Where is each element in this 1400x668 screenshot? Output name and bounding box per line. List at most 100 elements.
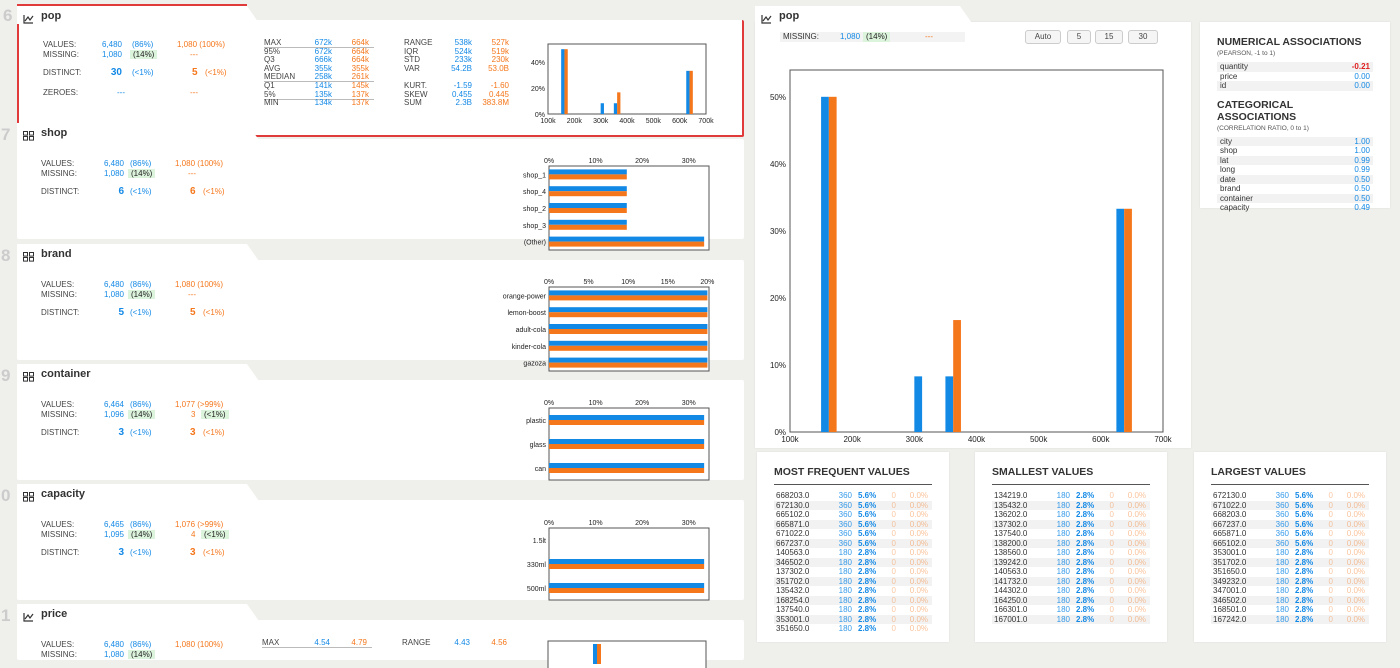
column-header-pop[interactable]: pop [17, 4, 261, 26]
freq-row: 671022.0 360 5.6% 0 0.0% [1211, 500, 1369, 510]
freq-row: 166301.0 180 2.8% 0 0.0% [992, 605, 1150, 615]
stat-value: -1.59 [453, 81, 472, 90]
assoc-name: city [1220, 136, 1232, 146]
column-header-capacity[interactable]: capacity [17, 484, 261, 504]
distinct-count: 3 [118, 427, 124, 438]
freq-value: 168254.0 [776, 595, 810, 605]
column-header-container[interactable]: container [17, 364, 261, 384]
x-tick-label: 10% [589, 158, 603, 165]
categorical-assoc-table: city 1.00 shop 1.00 lat 0.99 long 0.99 date 0.50 b… [1217, 136, 1373, 213]
bar [549, 444, 705, 449]
freq-pct: 5.6% [858, 500, 877, 510]
bar [549, 174, 627, 180]
bins-button-auto[interactable]: Auto [1025, 30, 1061, 44]
freq-row: 351702.0 180 2.8% 0 0.0% [774, 576, 932, 586]
freq-cmp-count: 0 [891, 595, 896, 605]
category-label: 500ml [527, 586, 547, 593]
values-label: VALUES: [41, 640, 75, 649]
freq-pct: 2.8% [1295, 605, 1314, 614]
bar [549, 463, 705, 468]
column-header-shop[interactable]: shop [17, 123, 261, 143]
freq-cmp-count: 0 [1328, 500, 1333, 510]
freq-cmp-pct: 0.0% [1346, 605, 1365, 614]
freq-pct: 2.8% [1076, 576, 1095, 586]
detail-missing-row: MISSING: 1,080 (14%) --- [780, 32, 965, 42]
stat-cmp: -1.60 [490, 81, 509, 90]
freq-cmp-count: 0 [891, 614, 896, 624]
x-tick-label: 30% [682, 158, 696, 165]
freq-cmp-pct: 0.0% [1346, 576, 1365, 586]
cmp-distinct: 3 [190, 427, 196, 438]
freq-row: 138560.0 180 2.8% 0 0.0% [992, 548, 1150, 558]
freq-cmp-pct: 0.0% [1346, 500, 1365, 510]
cmp-distinct: 5 [190, 307, 196, 318]
bar [549, 169, 627, 175]
freq-cmp-count: 0 [1109, 576, 1114, 586]
freq-value: 346502.0 [776, 557, 810, 567]
freq-count: 180 [1275, 548, 1289, 557]
freq-table: 668203.0 360 5.6% 0 0.0% 672130.0 360 5.6% 0 0.0%… [774, 491, 932, 634]
stat-cmp: 355k [351, 63, 369, 73]
freq-count: 180 [1056, 595, 1070, 605]
stat-value: 4.54 [314, 638, 330, 647]
freq-row: 351650.0 180 2.8% 0 0.0% [774, 624, 932, 634]
missing-pct: (14%) [128, 169, 156, 178]
stat-label: Q3 [264, 55, 275, 65]
distinct-label: DISTINCT: [41, 548, 80, 557]
assoc-name: quantity [1220, 62, 1249, 71]
freq-panel-title: SMALLEST VALUES [992, 466, 1150, 485]
detail-missing-count: 1,080 [840, 32, 861, 41]
freq-count: 180 [838, 624, 852, 633]
column-index: 6 [3, 6, 13, 25]
freq-cmp-pct: 0.0% [909, 538, 928, 548]
freq-cmp-pct: 0.0% [1127, 500, 1146, 510]
freq-count: 360 [838, 510, 852, 519]
bins-button-30[interactable]: 30 [1128, 30, 1158, 44]
freq-value: 668203.0 [1213, 510, 1247, 519]
stat-label: AVG [264, 63, 281, 73]
freq-value: 168501.0 [1213, 605, 1247, 614]
freq-cmp-pct: 0.0% [1127, 595, 1146, 605]
column-header-price[interactable]: price [17, 604, 261, 624]
freq-pct: 2.8% [1076, 500, 1095, 510]
bins-button-15[interactable]: 15 [1095, 30, 1123, 44]
bar [821, 96, 829, 432]
freq-cmp-count: 0 [1109, 567, 1114, 576]
assoc-name: lat [1220, 155, 1229, 165]
pop-detail-chart: 0% 10% 20% 30% 40% 50% 100k 200k 300k 400k 500k 600… [770, 69, 1173, 444]
freq-cmp-pct: 0.0% [909, 491, 928, 500]
values-label: VALUES: [41, 400, 75, 409]
freq-value: 671022.0 [776, 529, 810, 538]
distinct-pct: (<1%) [132, 68, 154, 77]
y-tick-label: 10% [770, 361, 786, 370]
bins-button-5[interactable]: 5 [1067, 30, 1091, 44]
stat-label: VAR [404, 63, 420, 73]
freq-panel-title: LARGEST VALUES [1211, 466, 1369, 485]
column-index: 1 [1, 606, 11, 625]
freq-value: 351702.0 [776, 576, 810, 586]
freq-value: 668203.0 [776, 491, 810, 500]
freq-cmp-count: 0 [891, 576, 896, 586]
freq-row: 665871.0 360 5.6% 0 0.0% [774, 519, 932, 529]
freq-cmp-pct: 0.0% [1346, 595, 1365, 605]
values-pct: (86%) [130, 280, 152, 289]
freq-count: 360 [1275, 500, 1289, 510]
assoc-name: id [1220, 81, 1227, 90]
cmp-zeroes: --- [190, 88, 198, 97]
freq-cmp-pct: 0.0% [909, 510, 928, 519]
column-header-brand[interactable]: brand [17, 244, 261, 264]
bar [549, 345, 708, 351]
assoc-value: 0.00 [1354, 81, 1370, 90]
category-label: kinder-cola [512, 344, 546, 351]
freq-cmp-count: 0 [1109, 519, 1114, 529]
bar [549, 186, 627, 192]
category-label: glass [530, 442, 547, 449]
freq-value: 351702.0 [1213, 557, 1247, 567]
freq-value: 665102.0 [776, 510, 810, 519]
assoc-value: 0.50 [1354, 184, 1370, 193]
distinct-count: 30 [110, 67, 122, 78]
freq-pct: 2.8% [858, 586, 877, 595]
x-tick-label: 15% [661, 279, 675, 286]
bar [549, 357, 708, 363]
numeric-icon [761, 11, 772, 24]
